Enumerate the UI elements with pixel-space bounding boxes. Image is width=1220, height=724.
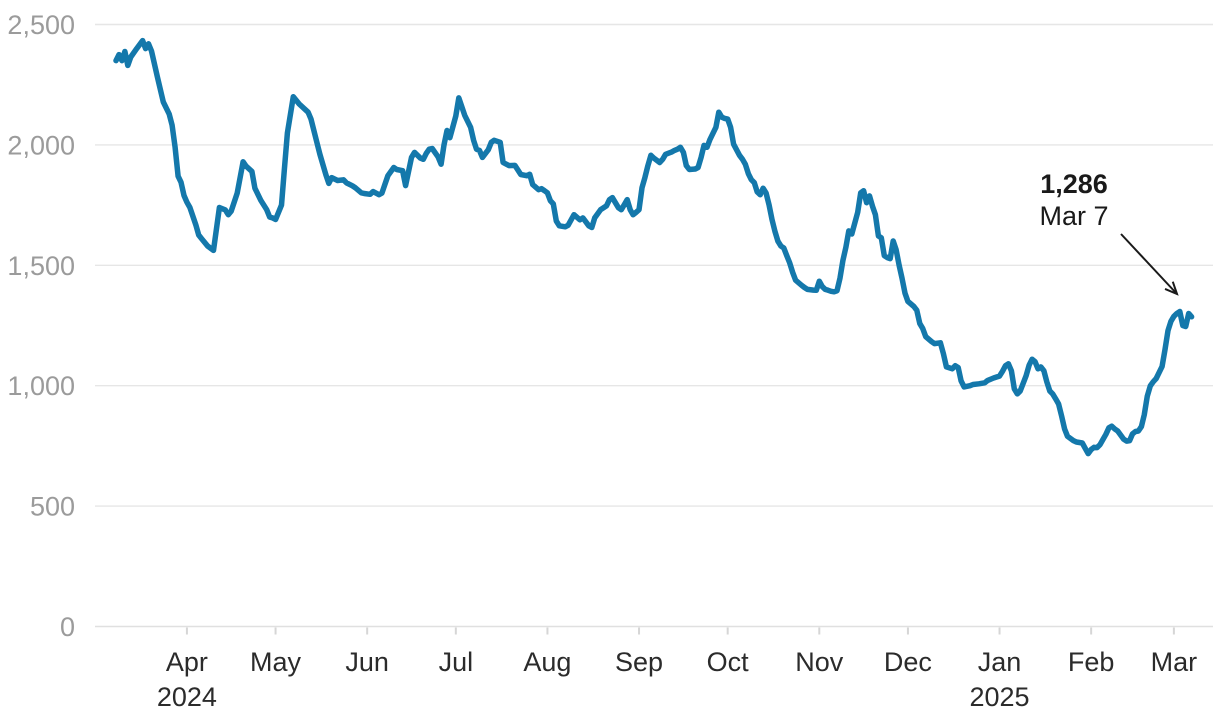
annotation-arrow — [1120, 233, 1178, 295]
x-axis-layer: Apr 2024 May Jun Jul Aug Sep Oct Nov Dec Jan 2025 Fe… — [157, 627, 1198, 712]
y-axis-label: 1,500 — [7, 251, 75, 281]
y-axis-label: 2,000 — [7, 130, 75, 160]
annotation-layer: 1,286 Mar 7 — [1039, 169, 1179, 296]
month-label: Jan — [978, 647, 1022, 677]
series-line — [113, 37, 1195, 457]
annotation-value-label: 1,286 — [1040, 169, 1108, 199]
month-label: Feb — [1068, 647, 1115, 677]
month-label: Jun — [345, 647, 389, 677]
month-label: May — [250, 647, 302, 677]
year-label: 2024 — [157, 682, 217, 712]
month-label: Dec — [884, 647, 932, 677]
month-label: Sep — [615, 647, 663, 677]
month-label: Jul — [439, 647, 474, 677]
month-label: Nov — [795, 647, 844, 677]
y-axis-label: 2,500 — [7, 10, 75, 40]
year-label: 2025 — [970, 682, 1030, 712]
y-axis-label: 1,000 — [7, 371, 75, 401]
month-label: Oct — [707, 647, 750, 677]
month-label: Aug — [523, 647, 571, 677]
y-axis-labels-layer: 0 500 1,000 1,500 2,000 2,500 — [7, 10, 75, 642]
month-label: Apr — [166, 647, 208, 677]
annotation-arrowhead — [1164, 281, 1179, 296]
y-axis-label: 500 — [30, 492, 75, 522]
annotation-date-label: Mar 7 — [1039, 201, 1108, 231]
gridlines-layer — [95, 23, 1213, 628]
series-layer — [113, 37, 1195, 457]
month-label: Mar — [1151, 647, 1198, 677]
y-axis-label: 0 — [60, 612, 75, 642]
